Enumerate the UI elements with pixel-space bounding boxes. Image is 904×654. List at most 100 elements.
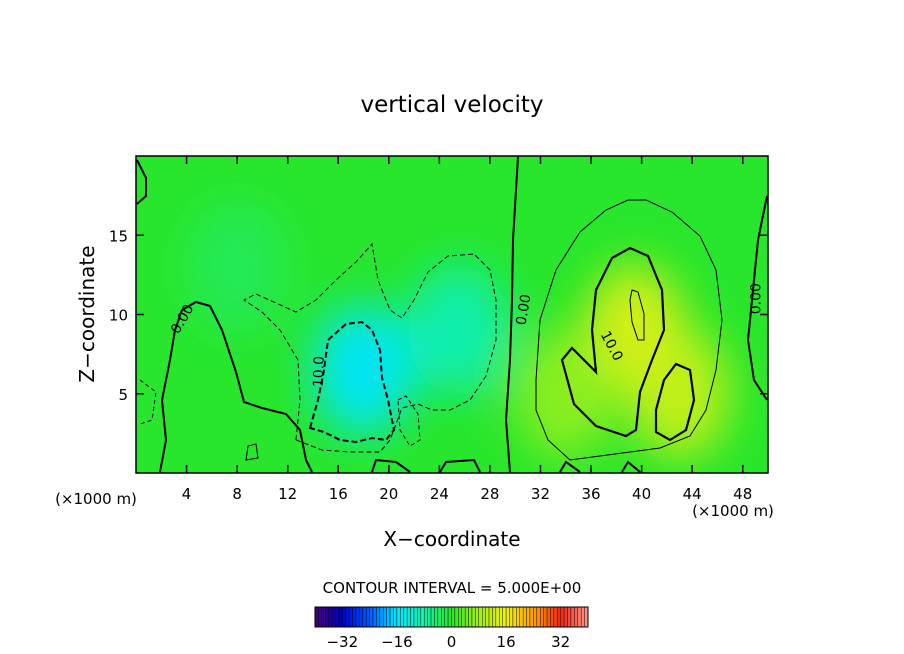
contour-label: 10.0 <box>311 356 328 388</box>
colorbar-segment <box>331 606 336 628</box>
colorbar-segment <box>406 606 411 628</box>
colorbar-segment <box>499 606 503 628</box>
colorbar-tick-label: −16 <box>381 633 413 651</box>
colorbar-segment <box>458 606 462 628</box>
colorbar-segment <box>400 606 404 628</box>
colorbar-frame <box>314 606 589 628</box>
colorbar-segment <box>577 606 582 628</box>
colorbar-segment <box>543 606 548 628</box>
colorbar-segment <box>485 606 490 628</box>
colorbar-segment <box>560 606 565 628</box>
colorbar-segment <box>509 606 514 628</box>
colorbar-segment <box>328 606 333 628</box>
colorbar-segment <box>519 606 524 628</box>
colorbar-segment <box>454 606 459 628</box>
colorbar-segment <box>468 606 473 628</box>
field-cell <box>515 328 616 459</box>
colorbar-tick-label: 16 <box>497 633 516 651</box>
contour-interval-text: CONTOUR INTERVAL = 5.000E+00 <box>323 579 582 597</box>
x-tick-label: 36 <box>581 485 600 503</box>
colorbar-segment <box>574 606 578 628</box>
field-cell <box>313 304 414 435</box>
colorbar-labels: −32 −16 0 16 32 <box>326 633 570 651</box>
colorbar-segment <box>451 606 456 628</box>
colorbar-segment <box>441 606 445 628</box>
colorbar-segment <box>321 606 326 628</box>
x-axis-ticks: 4 8 12 16 20 24 28 32 36 40 44 48 <box>182 156 752 503</box>
colorbar-segment <box>536 606 541 628</box>
colorbar-segment <box>550 606 555 628</box>
chart-title: vertical velocity <box>361 92 544 118</box>
colorbar-segment <box>325 606 329 628</box>
positive-10-contour <box>560 246 666 438</box>
y-axis-label: Z−coordinate <box>75 245 99 382</box>
positive-10-contour-small <box>654 362 696 442</box>
x-tick-label: 8 <box>232 485 242 503</box>
colorbar-segment <box>495 606 500 628</box>
colorbar-segment <box>505 606 510 628</box>
colorbar-segment <box>522 606 527 628</box>
colorbar-segment <box>314 606 319 628</box>
colorbar-segment <box>502 606 507 628</box>
contour-label: 0.00 <box>513 293 534 326</box>
colorbar-segment <box>352 606 357 628</box>
colorbar-segment <box>482 606 486 628</box>
colorbar-segment <box>540 606 544 628</box>
colorbar-segment <box>529 606 534 628</box>
positive-5-contour <box>535 199 723 461</box>
colorbar-segment <box>338 606 343 628</box>
zero-contour-bottom-bumps <box>371 458 641 473</box>
colorbar-segment <box>567 606 572 628</box>
colorbar-segment <box>345 606 350 628</box>
colorbar-segment <box>318 606 323 628</box>
colorbar-segment <box>376 606 381 628</box>
contour-lines <box>136 156 768 473</box>
colorbar-segment <box>348 606 353 628</box>
y-axis-ticks: 5 10 15 <box>109 227 768 404</box>
colorbar-segment <box>410 606 415 628</box>
x-tick-label: 28 <box>480 485 499 503</box>
colorbar-segment <box>383 606 387 628</box>
negative-5-contour-center <box>243 242 497 453</box>
x-tick-label: 16 <box>329 485 348 503</box>
colorbar-segment <box>492 606 497 628</box>
colorbar-segment <box>557 606 561 628</box>
x-unit-left: (×1000 m) <box>55 490 137 508</box>
colorbar-segment <box>444 606 449 628</box>
x-tick-label: 4 <box>182 485 192 503</box>
colorbar-segment <box>403 606 408 628</box>
colorbar-segment <box>434 606 439 628</box>
negative-10-contour <box>308 320 396 444</box>
colorbar-segment <box>475 606 480 628</box>
colorbar-segment <box>379 606 384 628</box>
colorbar-segment <box>372 606 377 628</box>
positive-15-contour <box>629 289 645 341</box>
x-tick-label: 32 <box>531 485 550 503</box>
colorbar-segment <box>546 606 551 628</box>
colorbar-segment <box>430 606 435 628</box>
colorbar-segment <box>464 606 469 628</box>
colorbar-segment <box>413 606 418 628</box>
colorbar-segment <box>427 606 432 628</box>
colorbar-segment <box>396 606 401 628</box>
colorbar-segment <box>369 606 374 628</box>
colorbar-segment <box>386 606 391 628</box>
colorbar-tick-label: −32 <box>326 633 358 651</box>
field-cell <box>187 201 288 332</box>
colorbar-tick-label: 32 <box>551 633 570 651</box>
colorbar-segment <box>365 606 370 628</box>
colorbar-segment <box>553 606 558 628</box>
colorbar-segment <box>570 606 575 628</box>
y-tick-label: 5 <box>118 386 128 404</box>
zero-contour-middle <box>504 156 519 473</box>
colorbar-segment <box>526 606 531 628</box>
zero-contour-left <box>159 300 313 473</box>
colorbar-segment <box>359 606 363 628</box>
colorbar-segment <box>447 606 452 628</box>
x-tick-label: 44 <box>683 485 702 503</box>
colorbar-segment <box>512 606 517 628</box>
colorbar-segment <box>437 606 442 628</box>
x-tick-label: 40 <box>632 485 651 503</box>
colorbar-segment <box>516 606 520 628</box>
